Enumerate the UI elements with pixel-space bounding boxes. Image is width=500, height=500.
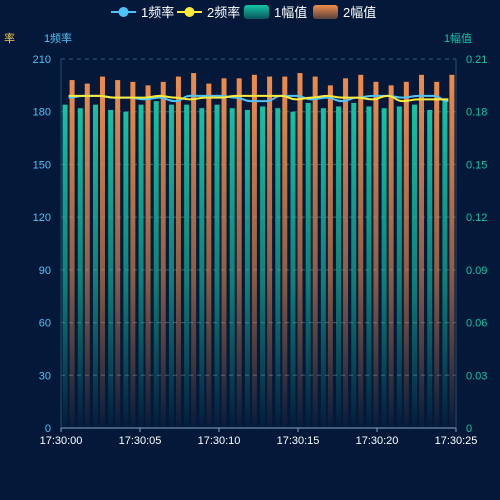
bar-amp1	[138, 104, 144, 428]
bar-amp1	[336, 106, 342, 428]
bar-amp2	[69, 80, 75, 428]
bar-amp1	[229, 108, 235, 428]
right-tick-label: 0.18	[466, 107, 487, 119]
bar-amp1	[412, 104, 418, 428]
left-axis-name-clipped: 率	[4, 31, 15, 45]
right-tick-label: 0.09	[466, 265, 487, 277]
right-tick-label: 0.12	[466, 212, 487, 224]
bar-amp2	[434, 81, 440, 428]
bar-amp1	[396, 106, 402, 428]
bar-amp2	[327, 85, 333, 428]
legend: 1频率 2频率 1幅值 2幅值	[111, 5, 376, 20]
x-tick-label: 17:30:25	[435, 435, 478, 447]
line-freq2	[68, 94, 449, 103]
bar-amp1	[351, 102, 357, 428]
bar-amp1	[305, 102, 311, 428]
bar-amp2	[99, 76, 105, 429]
bar-amp1	[77, 108, 83, 428]
bar-amp2	[115, 80, 121, 428]
bar-amp1	[244, 109, 250, 428]
bar-amp1	[168, 104, 174, 428]
bar-amp2	[160, 81, 166, 428]
bar-amp2	[373, 81, 379, 428]
left-tick-label: 150	[33, 159, 51, 171]
bar-amp2	[358, 74, 364, 429]
x-tick-label: 17:30:15	[277, 435, 320, 447]
bar-amp1	[290, 111, 296, 428]
bar-amp2	[175, 76, 181, 429]
left-tick-label: 0	[45, 423, 51, 435]
bar-amp1	[184, 104, 190, 428]
bar-amp2	[130, 81, 136, 428]
legend-bar-swatch	[313, 5, 338, 19]
legend-item-freq2: 2频率	[177, 5, 240, 20]
legend-label: 2幅值	[343, 5, 376, 20]
bar-amp1	[214, 104, 220, 428]
left-tick-label: 210	[33, 54, 51, 66]
left-tick-label: 180	[33, 107, 51, 119]
axes: 0 30 60 90 120 150 180 210 0 0.03 0.06 0.09 0.12 0.15…	[4, 31, 487, 447]
bar-amp2	[145, 85, 151, 428]
bar-amp1	[381, 108, 387, 428]
lines	[68, 94, 449, 103]
bar-amp2	[312, 76, 318, 429]
bars	[62, 73, 455, 429]
bar-amp2	[419, 74, 425, 429]
bar-amp1	[275, 108, 281, 428]
right-tick-label: 0	[466, 423, 472, 435]
left-tick-label: 60	[39, 318, 51, 330]
x-tick-label: 17:30:00	[40, 435, 83, 447]
bar-amp1	[442, 99, 448, 429]
bar-amp2	[267, 76, 273, 429]
x-tick-label: 17:30:05	[119, 435, 162, 447]
bar-amp2	[282, 76, 288, 429]
bar-amp2	[221, 78, 227, 428]
legend-label: 2频率	[207, 5, 240, 20]
legend-item-amp2: 2幅值	[313, 5, 376, 20]
bar-amp1	[153, 101, 159, 429]
bar-amp1	[366, 106, 372, 428]
bar-amp2	[236, 78, 242, 428]
legend-item-freq1: 1频率	[111, 5, 174, 20]
right-axis-name: 1幅值	[444, 32, 472, 45]
left-tick-label: 120	[33, 212, 51, 224]
legend-bar-swatch	[244, 5, 269, 19]
legend-label: 1幅值	[274, 5, 307, 20]
bar-amp2	[251, 74, 257, 429]
bar-amp1	[123, 111, 129, 428]
legend-marker	[118, 7, 129, 17]
left-tick-label: 90	[39, 265, 51, 277]
x-tick-label: 17:30:20	[356, 435, 399, 447]
bar-amp2	[449, 74, 455, 429]
right-tick-label: 0.03	[466, 370, 487, 382]
bar-amp1	[320, 108, 326, 428]
bar-amp1	[108, 109, 114, 428]
legend-item-amp1: 1幅值	[244, 5, 307, 20]
bar-amp1	[92, 104, 98, 428]
bar-amp2	[191, 73, 197, 429]
bar-amp2	[206, 83, 212, 428]
left-tick-label: 30	[39, 370, 51, 382]
x-tick-label: 17:30:10	[198, 435, 241, 447]
bar-amp2	[403, 81, 409, 428]
right-tick-label: 0.06	[466, 318, 487, 330]
bar-amp2	[343, 78, 349, 428]
legend-label: 1频率	[141, 5, 174, 20]
bar-amp1	[199, 108, 205, 428]
grid-lines	[61, 58, 456, 376]
right-tick-label: 0.21	[466, 54, 487, 66]
bar-amp1	[260, 106, 266, 428]
bar-amp2	[388, 85, 394, 428]
left-axis-name: 1频率	[44, 31, 72, 45]
bar-amp1	[62, 104, 68, 428]
bar-amp2	[84, 83, 90, 428]
bar-amp2	[297, 73, 303, 429]
bar-amp1	[427, 109, 433, 428]
legend-marker	[184, 7, 195, 17]
right-tick-label: 0.15	[466, 159, 487, 171]
